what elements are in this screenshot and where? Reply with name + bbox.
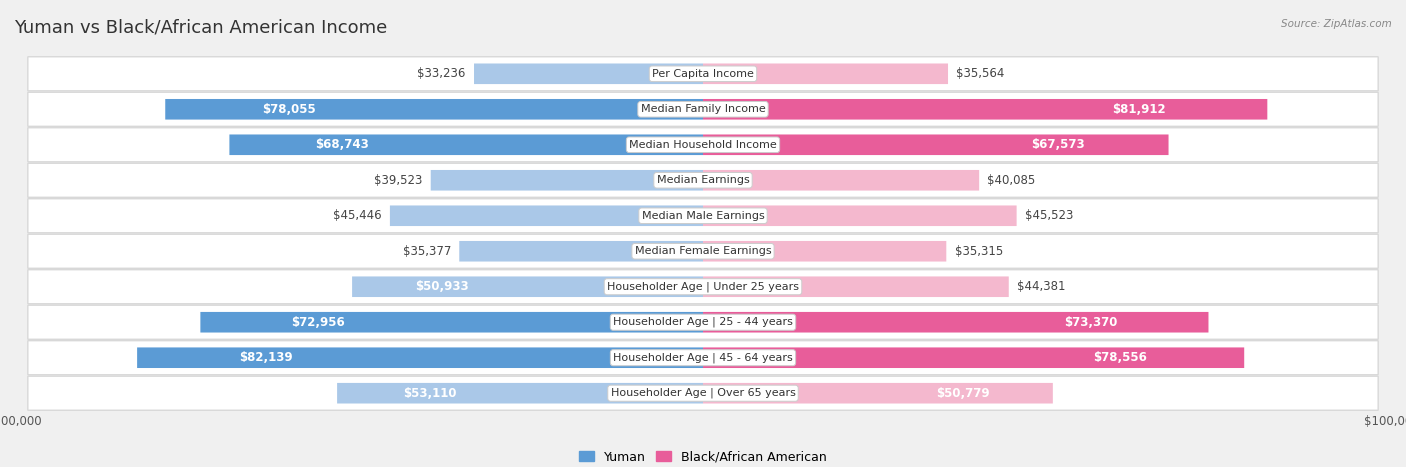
FancyBboxPatch shape	[28, 234, 1378, 268]
FancyBboxPatch shape	[28, 270, 1378, 304]
FancyBboxPatch shape	[460, 241, 703, 262]
FancyBboxPatch shape	[229, 134, 703, 155]
Text: Median Female Earnings: Median Female Earnings	[634, 246, 772, 256]
Text: $82,139: $82,139	[239, 351, 292, 364]
Text: Source: ZipAtlas.com: Source: ZipAtlas.com	[1281, 19, 1392, 28]
FancyBboxPatch shape	[703, 241, 946, 262]
Text: $44,381: $44,381	[1017, 280, 1066, 293]
FancyBboxPatch shape	[703, 205, 1017, 226]
FancyBboxPatch shape	[28, 341, 1378, 375]
FancyBboxPatch shape	[430, 170, 703, 191]
Text: $45,523: $45,523	[1025, 209, 1073, 222]
FancyBboxPatch shape	[352, 276, 703, 297]
Text: Per Capita Income: Per Capita Income	[652, 69, 754, 79]
Text: $81,912: $81,912	[1112, 103, 1166, 116]
Text: $39,523: $39,523	[374, 174, 422, 187]
Text: $33,236: $33,236	[418, 67, 465, 80]
FancyBboxPatch shape	[28, 57, 1378, 91]
Text: $68,743: $68,743	[315, 138, 368, 151]
FancyBboxPatch shape	[703, 312, 1209, 333]
FancyBboxPatch shape	[703, 99, 1267, 120]
FancyBboxPatch shape	[28, 92, 1378, 126]
Text: Householder Age | Under 25 years: Householder Age | Under 25 years	[607, 282, 799, 292]
FancyBboxPatch shape	[703, 170, 979, 191]
FancyBboxPatch shape	[703, 347, 1244, 368]
FancyBboxPatch shape	[389, 205, 703, 226]
FancyBboxPatch shape	[703, 64, 948, 84]
Text: $40,085: $40,085	[987, 174, 1036, 187]
FancyBboxPatch shape	[138, 347, 703, 368]
Text: Householder Age | Over 65 years: Householder Age | Over 65 years	[610, 388, 796, 398]
Text: Yuman vs Black/African American Income: Yuman vs Black/African American Income	[14, 19, 387, 37]
Legend: Yuman, Black/African American: Yuman, Black/African American	[574, 446, 832, 467]
FancyBboxPatch shape	[474, 64, 703, 84]
Text: Median Male Earnings: Median Male Earnings	[641, 211, 765, 221]
FancyBboxPatch shape	[337, 383, 703, 403]
Text: $78,055: $78,055	[262, 103, 316, 116]
FancyBboxPatch shape	[28, 376, 1378, 410]
Text: Median Family Income: Median Family Income	[641, 104, 765, 114]
Text: $35,377: $35,377	[402, 245, 451, 258]
FancyBboxPatch shape	[28, 163, 1378, 197]
FancyBboxPatch shape	[28, 199, 1378, 233]
Text: $72,956: $72,956	[291, 316, 344, 329]
FancyBboxPatch shape	[201, 312, 703, 333]
Text: $35,564: $35,564	[956, 67, 1005, 80]
Text: Householder Age | 45 - 64 years: Householder Age | 45 - 64 years	[613, 353, 793, 363]
Text: $50,933: $50,933	[415, 280, 468, 293]
FancyBboxPatch shape	[703, 383, 1053, 403]
FancyBboxPatch shape	[28, 305, 1378, 339]
Text: $78,556: $78,556	[1092, 351, 1147, 364]
FancyBboxPatch shape	[166, 99, 703, 120]
Text: $73,370: $73,370	[1064, 316, 1118, 329]
Text: $67,573: $67,573	[1031, 138, 1085, 151]
Text: Median Earnings: Median Earnings	[657, 175, 749, 185]
Text: $53,110: $53,110	[404, 387, 457, 400]
FancyBboxPatch shape	[28, 128, 1378, 162]
Text: $50,779: $50,779	[936, 387, 990, 400]
Text: Median Household Income: Median Household Income	[628, 140, 778, 150]
FancyBboxPatch shape	[703, 276, 1008, 297]
Text: $45,446: $45,446	[333, 209, 381, 222]
Text: $35,315: $35,315	[955, 245, 1002, 258]
Text: Householder Age | 25 - 44 years: Householder Age | 25 - 44 years	[613, 317, 793, 327]
FancyBboxPatch shape	[703, 134, 1168, 155]
